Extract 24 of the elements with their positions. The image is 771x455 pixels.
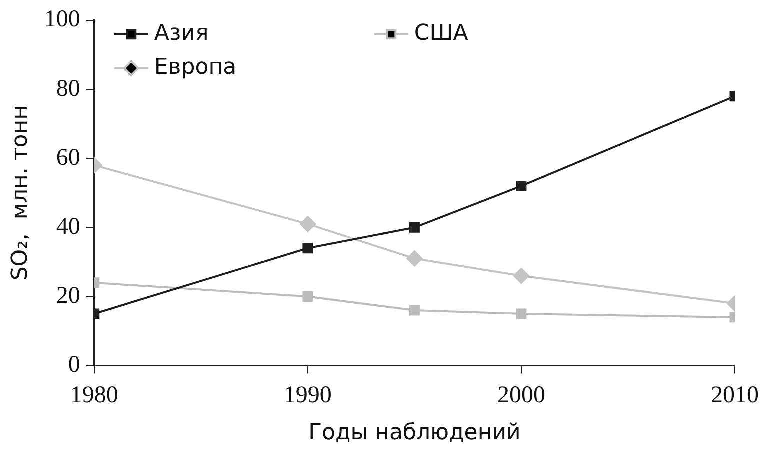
x-tick-label: 1980 <box>70 382 118 408</box>
point <box>516 308 527 320</box>
y-axis-title: SO₂, млн. тонн <box>8 106 33 281</box>
legend-label: США <box>414 21 468 46</box>
y-tick-label: 80 <box>56 76 80 102</box>
y-tick-label: 20 <box>56 283 80 310</box>
y-tick-label: 100 <box>44 6 80 33</box>
legend-label: Азия <box>154 21 209 46</box>
y-tick-label: 40 <box>56 214 80 240</box>
point <box>300 216 316 232</box>
point <box>513 268 530 284</box>
point <box>409 222 420 233</box>
point <box>302 291 314 302</box>
point <box>406 250 423 267</box>
x-tick-label: 2000 <box>497 382 546 408</box>
legend-label: Европа <box>154 55 237 80</box>
point <box>516 180 527 192</box>
x-axis-title: Годы наблюдений <box>308 420 521 446</box>
y-tick-label: 60 <box>56 144 80 171</box>
y-tick-label: 0 <box>68 352 80 378</box>
x-tick-label: 1990 <box>284 382 332 408</box>
x-tick-label: 2010 <box>711 382 759 408</box>
point <box>302 243 314 254</box>
point <box>409 305 420 316</box>
